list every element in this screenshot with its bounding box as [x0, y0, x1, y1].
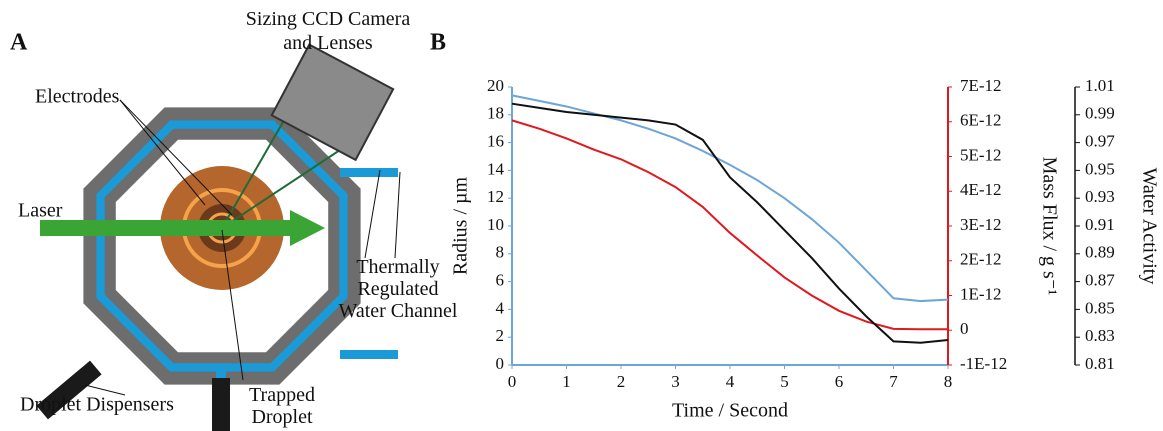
label-line: Sizing CCD Camera	[246, 8, 411, 30]
pipe	[340, 350, 398, 359]
y3-tick-label: 0.83	[1085, 326, 1115, 345]
y-tick-label: 14	[487, 159, 505, 178]
y3-tick-label: 1.01	[1085, 76, 1115, 95]
x-tick-label: 7	[889, 372, 898, 391]
x-tick-label: 5	[780, 372, 789, 391]
dispenser	[212, 378, 230, 431]
y-tick-label: 6	[496, 271, 505, 290]
optical-path	[221, 149, 341, 229]
y2-tick-label: 2E-12	[960, 250, 1002, 269]
pointer	[119, 99, 233, 216]
camera	[270, 43, 395, 162]
y3-axis-title: Water Activity	[1138, 168, 1160, 285]
x-tick-label: 3	[671, 372, 680, 391]
pipe	[340, 168, 398, 177]
label: Thermally Regulated Water Channel	[339, 256, 458, 322]
optical-path	[221, 109, 291, 229]
y3-tick-label: 0.89	[1085, 243, 1115, 262]
y-axis-title: Radius / µm	[450, 176, 472, 275]
x-tick-label: 1	[562, 372, 571, 391]
pointer	[364, 169, 381, 259]
label-line: and Lenses	[283, 32, 373, 54]
panel-label: B	[430, 30, 446, 56]
diagram: A Sizing CCD Camera and Lenses Electrodes…	[10, 8, 458, 431]
y2-tick-label: 6E-12	[960, 111, 1002, 130]
y2-tick-label: 4E-12	[960, 180, 1002, 199]
y3-tick-label: 0.95	[1085, 159, 1115, 178]
y-tick-label: 4	[496, 298, 505, 317]
label: Laser	[18, 200, 63, 222]
pointer	[221, 229, 244, 381]
dispenser	[36, 360, 102, 420]
x-tick-label: 8	[944, 372, 953, 391]
y-tick-label: 2	[496, 326, 505, 345]
y3-tick-label: 0.87	[1085, 271, 1115, 290]
y2-tick-label: -1E-12	[960, 354, 1007, 373]
y-tick-label: 20	[487, 76, 504, 95]
pointer	[119, 99, 206, 206]
y3-tick-label: 0.97	[1085, 132, 1115, 151]
laser-beam	[40, 210, 325, 246]
label: Droplet Dispensers	[20, 394, 174, 416]
y3-tick-label: 0.91	[1085, 215, 1115, 234]
label-line: Thermally	[356, 256, 439, 278]
y-tick-label: 16	[487, 132, 504, 151]
label: Electrodes	[35, 86, 120, 108]
y2-tick-label: 5E-12	[960, 145, 1002, 164]
chart: 02468101214161820-1E-1201E-122E-123E-124…	[450, 76, 1161, 422]
y3-tick-label: 0.81	[1085, 354, 1115, 373]
x-tick-label: 2	[617, 372, 626, 391]
label-line: Trapped	[249, 384, 315, 406]
y2-tick-label: 7E-12	[960, 76, 1002, 95]
y-tick-label: 18	[487, 104, 504, 123]
y-tick-label: 10	[487, 215, 504, 234]
y-tick-label: 8	[496, 243, 505, 262]
y3-tick-label: 0.85	[1085, 298, 1115, 317]
series-line	[511, 119, 948, 331]
pointer	[394, 171, 401, 259]
y-tick-label: 0	[496, 354, 505, 373]
label-line: Water Channel	[339, 300, 458, 322]
panel-label: A	[10, 30, 28, 56]
x-axis-title: Time / Second	[672, 400, 788, 422]
y2-tick-label: 0	[960, 319, 969, 338]
label: Sizing CCD Camera and Lenses	[246, 8, 411, 54]
dispenser-tip	[216, 368, 226, 378]
y2-tick-label: 1E-12	[960, 284, 1002, 303]
x-tick-label: 0	[508, 372, 517, 391]
label-line: Regulated	[357, 278, 438, 300]
label-line: Droplet	[251, 406, 313, 428]
pointer	[84, 384, 126, 396]
x-tick-label: 4	[726, 372, 735, 391]
y2-tick-label: 3E-12	[960, 215, 1002, 234]
x-tick-label: 6	[835, 372, 844, 391]
y3-tick-label: 0.99	[1085, 104, 1115, 123]
label: Trapped Droplet	[249, 384, 315, 428]
y2-axis-title: Mass Flux / g s⁻¹	[1038, 157, 1060, 296]
series-line	[511, 102, 949, 344]
y-tick-label: 12	[487, 187, 504, 206]
y3-tick-label: 0.93	[1085, 187, 1115, 206]
series-line	[511, 94, 949, 303]
